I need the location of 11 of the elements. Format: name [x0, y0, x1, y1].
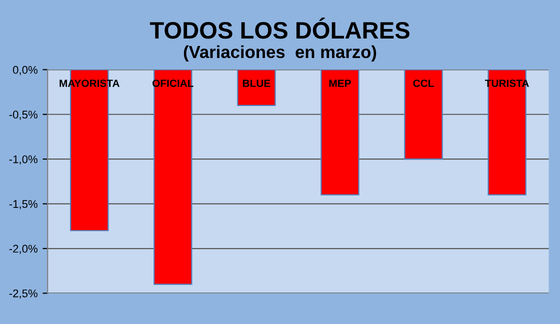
y-tick-label: -1,0% — [9, 155, 38, 165]
y-tick-label: -2,5% — [9, 289, 38, 299]
x-tick-label: BLUE — [242, 80, 270, 87]
y-tick-label: -2,0% — [9, 244, 38, 254]
chart-title: TODOS LOS DÓLARES — [150, 18, 410, 39]
x-tick-label: MEP — [329, 80, 351, 87]
y-tick-label: -1,5% — [9, 200, 38, 210]
chart-subtitle: (Variaciones en marzo) — [184, 45, 376, 62]
y-tick-label: 0,0% — [12, 66, 38, 76]
y-tick-label: -0,5% — [9, 110, 38, 120]
x-tick-label: CCL — [413, 80, 434, 87]
